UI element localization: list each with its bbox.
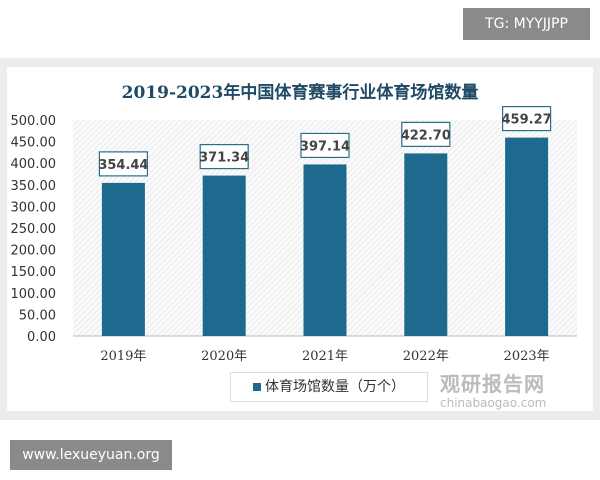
bar	[505, 137, 549, 336]
tg-label: TG: MYYJJPP	[463, 8, 590, 40]
legend-label: 体育场馆数量（万个）	[265, 379, 405, 395]
bar	[101, 182, 145, 336]
y-tick-label: 450.00	[11, 136, 57, 151]
data-label: 397.14	[300, 139, 350, 154]
data-label: 459.27	[502, 113, 552, 128]
y-tick-label: 150.00	[11, 265, 57, 280]
site-label: www.lexueyuan.org	[10, 440, 172, 470]
y-tick-label: 300.00	[11, 200, 57, 215]
legend: 体育场馆数量（万个）	[230, 372, 428, 402]
data-label-box	[502, 105, 552, 132]
y-tick-label: 400.00	[11, 157, 57, 172]
chart-title: 2019-2023年中国体育赛事行业体育场馆数量	[121, 83, 479, 103]
data-label-box	[98, 151, 149, 177]
data-label-box	[300, 132, 350, 159]
x-tick-label: 2019年	[100, 349, 146, 364]
legend-swatch	[253, 383, 261, 391]
x-tick-label: 2021年	[302, 349, 348, 364]
y-tick-label: 100.00	[11, 287, 57, 302]
data-label: 371.34	[199, 151, 249, 166]
bar	[202, 175, 246, 336]
y-tick-label: 250.00	[11, 222, 57, 237]
y-tick-label: 200.00	[11, 244, 57, 259]
y-tick-label: 50.00	[19, 308, 56, 323]
y-tick-label: 0.00	[27, 330, 56, 345]
data-label: 354.44	[98, 158, 148, 173]
watermark-text: 观研报告网	[440, 372, 545, 396]
data-label: 422.70	[401, 128, 451, 143]
bar	[404, 153, 448, 336]
x-tick-label: 2023年	[504, 349, 550, 364]
x-tick-label: 2020年	[201, 349, 247, 364]
x-tick-label: 2022年	[403, 349, 449, 364]
bar	[303, 164, 347, 336]
y-tick-label: 350.00	[11, 179, 57, 194]
watermark-url: chinabaogao.com	[440, 396, 547, 410]
data-label-box	[199, 143, 249, 170]
data-label-box	[401, 121, 451, 147]
y-tick-label: 500.00	[11, 114, 57, 129]
watermark: 观研报告网 chinabaogao.com	[440, 372, 546, 410]
